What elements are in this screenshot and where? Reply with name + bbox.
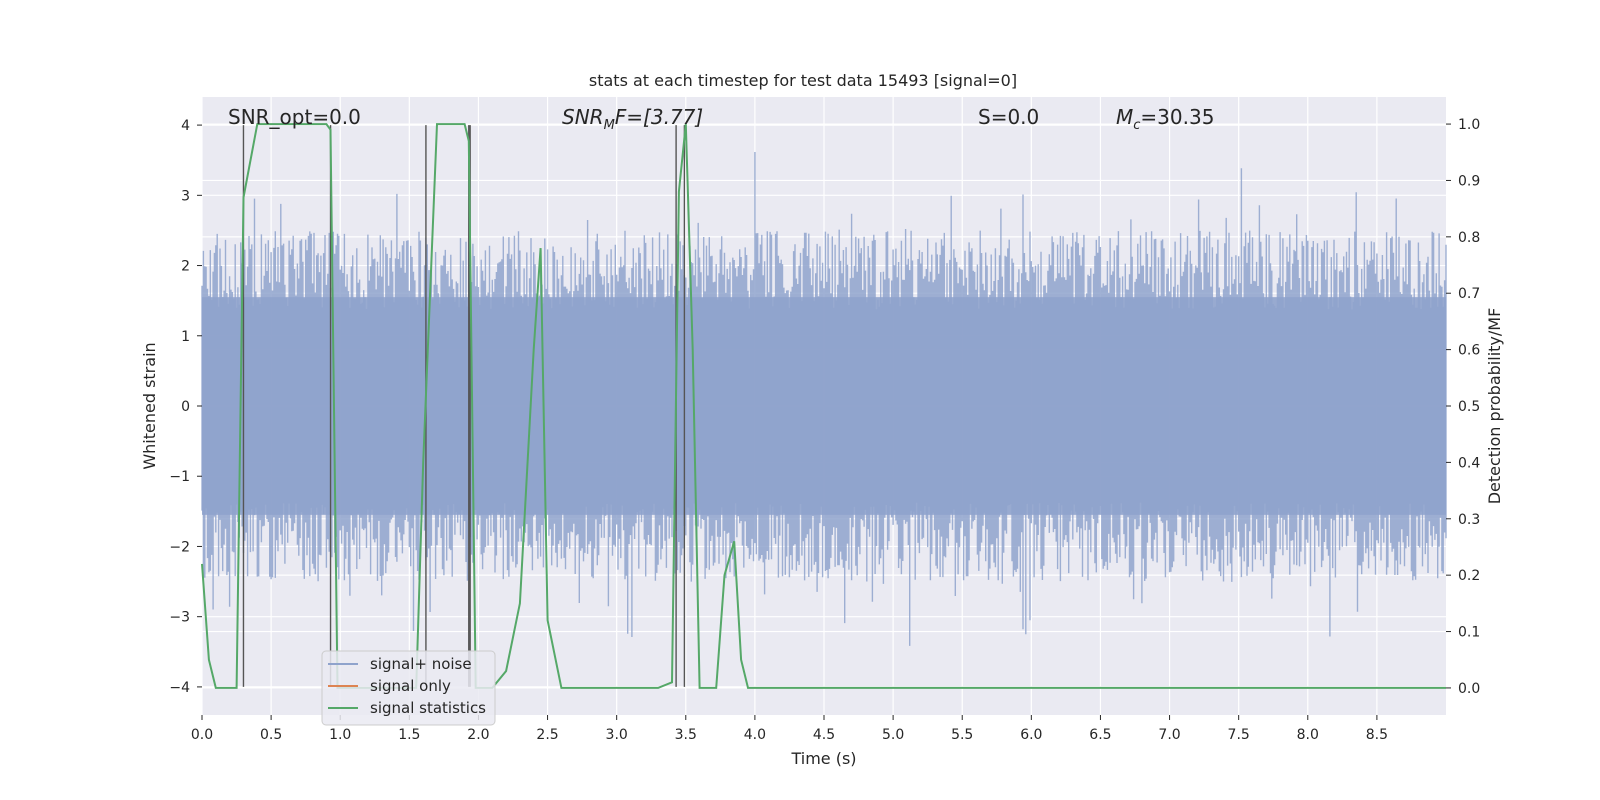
annotation-snr-mf-base: SNR [562, 105, 604, 129]
x-tick-label: 6.0 [1020, 727, 1042, 743]
y2-tick-label: 0.0 [1458, 681, 1480, 697]
chart-title: stats at each timestep for test data 154… [589, 71, 1017, 90]
y2-tick-label: 0.1 [1458, 625, 1480, 641]
y-tick-label: −2 [169, 539, 190, 555]
y2-tick-label: 0.2 [1458, 568, 1480, 584]
annotation-snr-mf-value: F=[3.77] [615, 105, 703, 129]
y2-tick-label: 0.3 [1458, 512, 1480, 528]
series-signal-plus-noise [201, 152, 1447, 646]
y-tick-label: −3 [169, 610, 190, 626]
x-tick-label: 2.5 [536, 727, 558, 743]
y2-axis-label: Detection probability/MF [1485, 308, 1504, 505]
y2-tick-label: 0.7 [1458, 286, 1480, 302]
x-tick-label: 5.5 [951, 727, 973, 743]
annotation-s: S=0.0 [978, 105, 1039, 129]
x-axis-label: Time (s) [790, 749, 856, 768]
legend: signal+ noise signal only signal statist… [321, 650, 496, 726]
x-tick-label: 7.0 [1158, 727, 1180, 743]
signal-statistics-line [201, 123, 1446, 689]
annotation-mc-value: =30.35 [1140, 105, 1214, 129]
x-tick-label: 8.5 [1366, 727, 1388, 743]
y-tick-label: 4 [181, 118, 190, 134]
ticks: 0.0 0.5 1.0 1.5 2.0 2.5 3.0 3.5 4.0 4.5 5.0 5.5 6.0 6… [169, 117, 1480, 743]
y-tick-label: −1 [169, 469, 190, 485]
y-tick-label: −4 [169, 680, 190, 696]
annotation-snr-mf-subscript: M [604, 118, 615, 133]
x-tick-label: 0.0 [191, 727, 213, 743]
noise-core-band [202, 297, 1446, 515]
x-tick-label: 8.0 [1297, 727, 1319, 743]
annotation-mc-subscript: c [1133, 118, 1140, 133]
x-tick-label: 5.0 [882, 727, 904, 743]
annotation-mc: Mc=30.35 [1116, 105, 1214, 133]
annotation-snr-opt: SNR_opt=0.0 [228, 105, 361, 129]
x-tick-label: 4.5 [813, 727, 835, 743]
y2-tick-label: 1.0 [1458, 117, 1480, 133]
y-tick-label: 1 [181, 329, 190, 345]
x-tick-label: 6.5 [1089, 727, 1111, 743]
annotation-snr-mf: SNRMF=[3.77] [562, 105, 703, 133]
y2-tick-label: 0.4 [1458, 455, 1480, 471]
x-tick-label: 7.5 [1228, 727, 1250, 743]
y-tick-label: 3 [181, 188, 190, 204]
legend-box [321, 650, 496, 726]
y-axis-label: Whitened strain [140, 342, 159, 469]
y-tick-label: 0 [181, 399, 190, 415]
y2-tick-label: 0.9 [1458, 173, 1480, 189]
y2-tick-label: 0.5 [1458, 399, 1480, 415]
y2-tick-label: 0.8 [1458, 230, 1480, 246]
legend-label-signal-statistics: signal statistics [370, 699, 486, 717]
x-tick-label: 3.5 [675, 727, 697, 743]
x-tick-label: 4.0 [744, 727, 766, 743]
y2-tick-label: 0.6 [1458, 343, 1480, 359]
annotation-mc-base: M [1116, 105, 1133, 129]
x-tick-label: 0.5 [260, 727, 282, 743]
y-tick-label: 2 [181, 259, 190, 275]
legend-label-signal-plus-noise: signal+ noise [370, 655, 472, 673]
x-tick-label: 1.0 [329, 727, 351, 743]
x-tick-label: 3.0 [606, 727, 628, 743]
x-tick-label: 2.0 [467, 727, 489, 743]
legend-label-signal-only: signal only [370, 677, 451, 695]
x-tick-label: 1.5 [398, 727, 420, 743]
series-signal-statistics [201, 123, 1446, 689]
